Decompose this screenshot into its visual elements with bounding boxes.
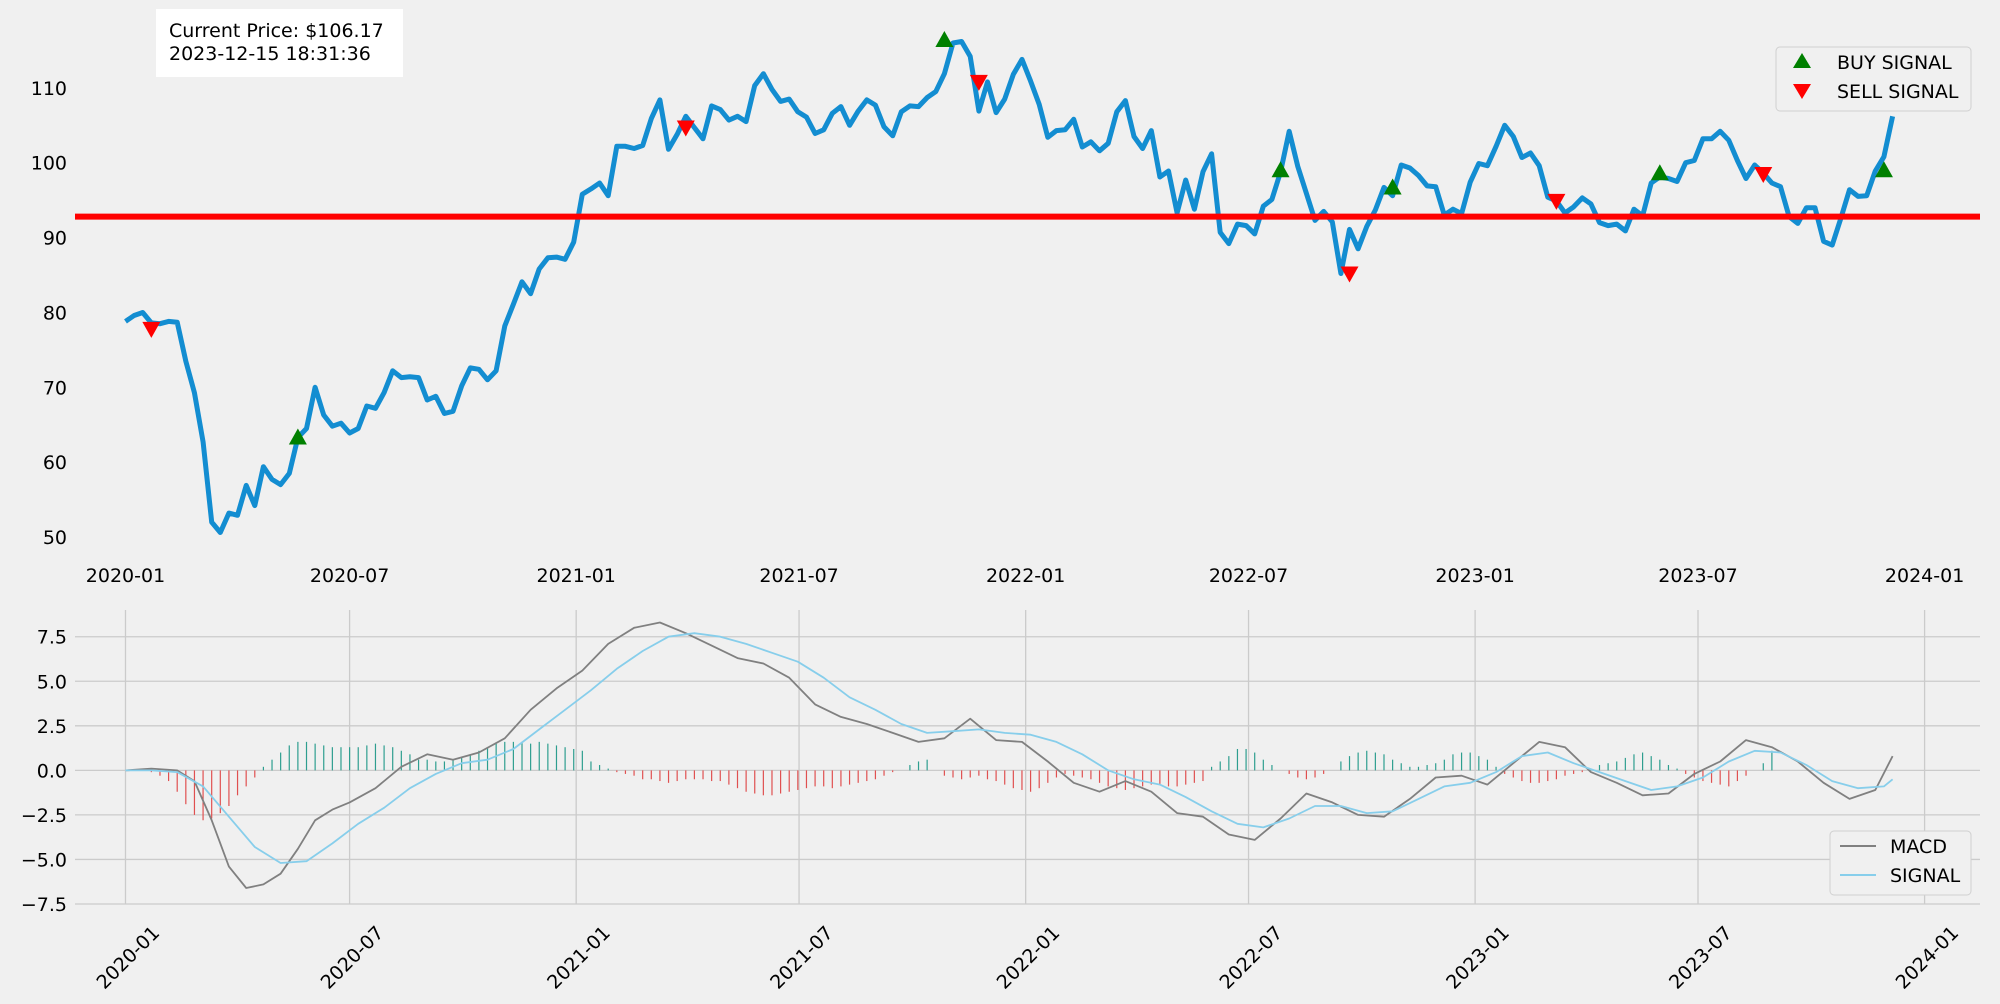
buy-signal-marker xyxy=(1650,164,1669,181)
macd-ytick-label: 2.5 xyxy=(37,716,67,738)
macd-legend-label: MACD xyxy=(1890,836,1947,858)
macd-xtick-label: 2023-01 xyxy=(1442,922,1514,994)
price-xtick-label: 2020-01 xyxy=(86,565,165,587)
buy-signal-legend-label: BUY SIGNAL xyxy=(1837,52,1952,74)
macd-axes: −7.5 −5.0 −2.5 0.0 2.5 5.0 7.5 2020-01 2020-07 20… xyxy=(21,610,1980,994)
signal-legend-label: SIGNAL xyxy=(1890,865,1961,887)
price-legend-frame xyxy=(1775,46,1972,112)
price-xtick-label: 2023-07 xyxy=(1658,565,1737,587)
price-axes: 50 60 70 80 90 100 110 2020-01 2020-07 2021-01 202… xyxy=(31,30,1980,587)
sell-signal-marker xyxy=(969,74,988,91)
macd-ytick-label: −7.5 xyxy=(21,894,67,916)
buy-signal-marker xyxy=(1874,161,1893,178)
macd-ytick-label: −2.5 xyxy=(21,805,67,827)
macd-xtick-label: 2020-01 xyxy=(92,922,164,994)
sell-signal-legend-icon xyxy=(1793,84,1811,99)
price-ytick-label: 60 xyxy=(43,452,67,474)
macd-ytick-label: 5.0 xyxy=(37,671,67,693)
sell-signal-marker xyxy=(1754,166,1773,183)
macd-ytick-label: −5.0 xyxy=(21,849,67,871)
price-ytick-label: 100 xyxy=(31,153,67,175)
price-xtick-label: 2020-07 xyxy=(310,565,389,587)
signal-line xyxy=(125,632,1894,864)
macd-line xyxy=(125,621,1894,889)
sell-signal-legend-label: SELL SIGNAL xyxy=(1837,81,1959,103)
info-box: Current Price: $106.17 2023-12-15 18:31:… xyxy=(156,9,403,77)
macd-xtick-label: 2023-07 xyxy=(1665,922,1737,994)
sell-signal-marker xyxy=(1547,193,1566,210)
buy-signal-marker xyxy=(1383,178,1402,195)
buy-signal-legend-icon xyxy=(1793,53,1811,68)
buy-signal-marker xyxy=(288,428,307,445)
buy-signal-marker xyxy=(935,30,954,47)
macd-xtick-label: 2022-01 xyxy=(993,922,1065,994)
price-xtick-label: 2021-01 xyxy=(536,565,615,587)
price-line xyxy=(124,39,1896,535)
price-xtick-label: 2022-07 xyxy=(1209,565,1288,587)
macd-xtick-label: 2022-07 xyxy=(1216,922,1288,994)
price-xtick-label: 2023-01 xyxy=(1435,565,1514,587)
sell-signal-marker xyxy=(676,120,695,137)
info-box-background xyxy=(156,9,403,77)
macd-legend: MACD SIGNAL xyxy=(1829,830,1972,896)
current-price-label: Current Price: $106.17 xyxy=(169,20,384,42)
price-xtick-label: 2021-07 xyxy=(759,565,838,587)
macd-xtick-label: 2021-07 xyxy=(766,922,838,994)
macd-xtick-label: 2024-01 xyxy=(1892,922,1964,994)
price-ytick-label: 70 xyxy=(43,377,67,399)
price-ytick-label: 80 xyxy=(43,302,67,324)
macd-xtick-label: 2021-01 xyxy=(543,922,615,994)
macd-xtick-label: 2020-07 xyxy=(317,922,389,994)
macd-ytick-label: 7.5 xyxy=(37,627,67,649)
price-legend: BUY SIGNAL SELL SIGNAL xyxy=(1775,46,1972,112)
sell-signal-marker xyxy=(142,321,161,338)
price-xtick-label: 2022-01 xyxy=(986,565,1065,587)
price-ytick-label: 50 xyxy=(43,527,67,549)
macd-ytick-label: 0.0 xyxy=(37,760,67,782)
price-ytick-label: 110 xyxy=(31,78,67,100)
sell-signal-marker xyxy=(1340,266,1359,283)
price-xtick-label: 2024-01 xyxy=(1885,565,1964,587)
price-ytick-label: 90 xyxy=(43,228,67,250)
timestamp-label: 2023-12-15 18:31:36 xyxy=(169,43,371,65)
buy-signal-marker xyxy=(1271,161,1290,178)
